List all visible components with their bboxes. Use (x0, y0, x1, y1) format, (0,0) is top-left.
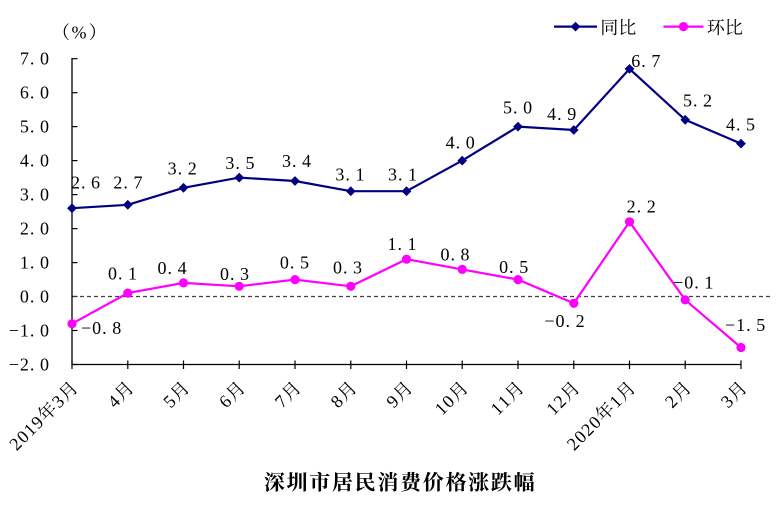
svg-text:2. 2: 2. 2 (627, 196, 657, 216)
svg-text:4. 0: 4. 0 (446, 132, 476, 152)
svg-text:0. 5: 0. 5 (499, 257, 529, 277)
svg-text:0. 8: 0. 8 (440, 244, 470, 264)
svg-text:6. 0: 6. 0 (20, 83, 50, 103)
svg-text:0. 5: 0. 5 (280, 252, 310, 272)
svg-text:−1. 5: −1. 5 (725, 315, 766, 335)
svg-text:3. 4: 3. 4 (282, 151, 312, 171)
svg-text:0. 1: 0. 1 (108, 264, 138, 284)
svg-text:1. 1: 1. 1 (387, 234, 417, 254)
svg-text:2. 0: 2. 0 (20, 219, 50, 239)
svg-text:2. 6: 2. 6 (71, 173, 101, 193)
svg-text:7. 0: 7. 0 (20, 49, 50, 69)
svg-text:3. 5: 3. 5 (225, 153, 255, 173)
svg-text:−2. 0: −2. 0 (9, 355, 50, 375)
svg-text:3. 1: 3. 1 (335, 164, 365, 184)
svg-text:0. 4: 0. 4 (158, 258, 188, 278)
svg-text:−0. 1: −0. 1 (673, 273, 714, 293)
svg-text:4. 0: 4. 0 (20, 151, 50, 171)
svg-text:−1. 0: −1. 0 (9, 321, 50, 341)
svg-text:−0. 2: −0. 2 (544, 311, 585, 331)
svg-text:0. 0: 0. 0 (20, 287, 50, 307)
svg-text:1. 0: 1. 0 (20, 253, 50, 273)
svg-text:3. 2: 3. 2 (168, 159, 198, 179)
svg-text:4. 9: 4. 9 (547, 104, 577, 124)
svg-text:0. 3: 0. 3 (220, 264, 250, 284)
svg-text:4. 5: 4. 5 (726, 115, 756, 135)
svg-text:%: % (72, 23, 87, 43)
svg-text:5. 0: 5. 0 (20, 117, 50, 137)
svg-text:−0. 8: −0. 8 (81, 318, 122, 338)
svg-text:0. 3: 0. 3 (333, 258, 363, 278)
svg-text:5. 0: 5. 0 (503, 97, 533, 117)
svg-text:3. 1: 3. 1 (388, 164, 418, 184)
svg-text:2. 7: 2. 7 (113, 173, 143, 193)
svg-text:6. 7: 6. 7 (631, 51, 661, 71)
svg-text:3. 0: 3. 0 (20, 185, 50, 205)
svg-text:5. 2: 5. 2 (683, 91, 713, 111)
